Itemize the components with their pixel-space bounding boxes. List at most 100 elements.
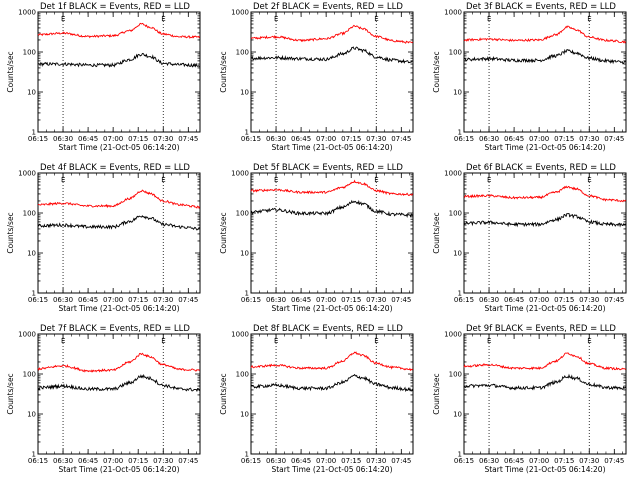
x-axis-label: Start Time (21-Oct-05 06:14:20) xyxy=(271,465,392,474)
events-series-line xyxy=(463,48,626,65)
x-tick-label: 06:30 xyxy=(53,457,73,465)
x-tick-label: 07:30 xyxy=(153,296,173,304)
x-tick-label: 07:15 xyxy=(341,296,361,304)
x-tick-label: 06:30 xyxy=(479,296,499,304)
events-series-line xyxy=(250,373,414,393)
x-tick-label: 06:45 xyxy=(504,296,524,304)
detector-panel: Det 5f BLACK = Events, RED = LLD 1 10 100 10… xyxy=(219,163,414,313)
x-tick-label: 07:30 xyxy=(579,135,599,143)
y-axis-label: Counts/sec xyxy=(6,373,15,414)
lld-series-line xyxy=(250,179,414,197)
event-marker-label: E xyxy=(374,176,378,184)
x-tick-label: 06:30 xyxy=(266,296,286,304)
x-tick-label: 06:15 xyxy=(28,296,48,304)
panel-title: Det 2f BLACK = Events, RED = LLD xyxy=(253,2,403,12)
x-tick-label: 06:45 xyxy=(291,296,311,304)
y-axis-label: Counts/sec xyxy=(6,212,15,253)
detector-panel: Det 6f BLACK = Events, RED = LLD 1 10 100 10… xyxy=(432,163,627,313)
x-tick-label: 07:45 xyxy=(604,296,624,304)
x-tick-label: 06:30 xyxy=(266,457,286,465)
plot-frame xyxy=(463,172,627,294)
x-tick-label: 07:15 xyxy=(554,457,574,465)
x-tick-label: 07:00 xyxy=(316,135,336,143)
x-tick-label: 06:30 xyxy=(479,135,499,143)
x-axis-label: Start Time (21-Oct-05 06:14:20) xyxy=(58,304,179,313)
x-tick-label: 06:30 xyxy=(53,296,73,304)
event-marker-label: E xyxy=(274,176,278,184)
events-series-line xyxy=(37,52,200,68)
x-tick-label: 06:45 xyxy=(78,296,98,304)
x-tick-label: 07:15 xyxy=(341,135,361,143)
y-tick-label: 10 xyxy=(240,250,249,258)
x-tick-label: 06:15 xyxy=(28,135,48,143)
y-tick-label: 10 xyxy=(240,411,249,419)
y-tick-label: 100 xyxy=(23,210,36,218)
y-tick-label: 10 xyxy=(453,250,462,258)
y-tick-label: 1 xyxy=(458,451,462,459)
event-marker-label: E xyxy=(587,337,591,345)
events-series-line xyxy=(463,373,626,391)
x-tick-label: 06:30 xyxy=(53,135,73,143)
x-tick-label: 06:15 xyxy=(454,296,474,304)
lld-series-line xyxy=(250,351,414,372)
x-tick-label: 07:00 xyxy=(529,296,549,304)
y-tick-label: 10 xyxy=(240,89,249,97)
event-marker-label: E xyxy=(487,176,491,184)
x-tick-label: 06:15 xyxy=(241,296,261,304)
y-tick-label: 10 xyxy=(453,411,462,419)
plot-frame xyxy=(37,172,201,294)
panel-title: Det 1f BLACK = Events, RED = LLD xyxy=(40,2,190,12)
plot-frame xyxy=(37,11,201,133)
y-tick-label: 1 xyxy=(245,129,249,137)
y-axis-label: Counts/sec xyxy=(6,51,15,92)
y-axis-label: Counts/sec xyxy=(432,212,441,253)
y-tick-label: 1 xyxy=(32,451,36,459)
event-marker-label: E xyxy=(61,176,65,184)
x-tick-label: 07:00 xyxy=(103,457,123,465)
detector-panel: Det 9f BLACK = Events, RED = LLD 1 10 100 10… xyxy=(432,324,627,474)
x-tick-label: 06:15 xyxy=(241,135,261,143)
panel-title: Det 4f BLACK = Events, RED = LLD xyxy=(40,163,190,173)
x-tick-label: 07:30 xyxy=(153,457,173,465)
x-axis-label: Start Time (21-Oct-05 06:14:20) xyxy=(271,304,392,313)
plot-frame xyxy=(37,333,201,455)
panel-title: Det 7f BLACK = Events, RED = LLD xyxy=(40,324,190,334)
y-tick-label: 1000 xyxy=(18,9,36,17)
event-marker-label: E xyxy=(274,15,278,23)
y-tick-label: 100 xyxy=(236,210,249,218)
lld-series-line xyxy=(250,24,414,44)
y-tick-label: 100 xyxy=(23,49,36,57)
x-tick-label: 07:00 xyxy=(316,457,336,465)
y-tick-label: 1 xyxy=(245,290,249,298)
x-tick-label: 07:30 xyxy=(153,135,173,143)
events-series-line xyxy=(463,212,627,228)
x-tick-label: 07:45 xyxy=(178,296,198,304)
x-tick-label: 07:45 xyxy=(391,135,411,143)
y-tick-label: 1000 xyxy=(18,170,36,178)
x-tick-label: 07:30 xyxy=(579,296,599,304)
panel-title: Det 3f BLACK = Events, RED = LLD xyxy=(466,2,616,12)
x-tick-label: 07:15 xyxy=(128,135,148,143)
x-tick-label: 06:45 xyxy=(291,457,311,465)
x-tick-label: 07:30 xyxy=(366,457,386,465)
events-series-line xyxy=(250,199,414,218)
x-tick-label: 06:15 xyxy=(454,457,474,465)
y-tick-label: 10 xyxy=(27,250,36,258)
y-axis-label: Counts/sec xyxy=(432,51,441,92)
x-tick-label: 06:15 xyxy=(28,457,48,465)
y-axis-label: Counts/sec xyxy=(219,373,228,414)
y-tick-label: 1 xyxy=(458,129,462,137)
event-marker-label: E xyxy=(61,337,65,345)
x-axis-label: Start Time (21-Oct-05 06:14:20) xyxy=(58,465,179,474)
event-marker-label: E xyxy=(487,15,491,23)
event-marker-label: E xyxy=(374,337,378,345)
event-marker-label: E xyxy=(374,15,378,23)
x-tick-label: 07:00 xyxy=(103,296,123,304)
plot-frame xyxy=(250,333,414,455)
lld-series-line xyxy=(463,185,627,203)
y-tick-label: 100 xyxy=(236,49,249,57)
y-tick-label: 1000 xyxy=(444,9,462,17)
plot-frame xyxy=(463,333,627,455)
x-axis-label: Start Time (21-Oct-05 06:14:20) xyxy=(484,465,605,474)
lld-series-line xyxy=(37,189,201,210)
